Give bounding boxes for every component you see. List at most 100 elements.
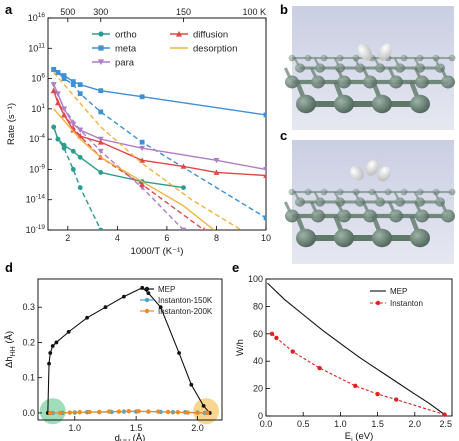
data-point-diffusion [55, 99, 61, 106]
carbon-atom [389, 75, 403, 89]
data-point-Instanton-200K [146, 409, 151, 414]
data-point-meta [139, 139, 145, 145]
legend-label-desorption: desorption [193, 44, 237, 55]
chart-d: 1.0 1.5 2.0 0.0 0.1 0.2 0.3 dHH (Å) ΔhHH (Å) MEP I… [4, 278, 223, 441]
legend-marker-diffusion [175, 30, 183, 37]
y-tick-label-a: 10-4 [29, 133, 45, 144]
data-point-MEP [66, 329, 71, 334]
legend-label-para: para [115, 58, 135, 69]
carbon-atom [320, 188, 328, 196]
data-point-meta [61, 73, 67, 78]
y-axis-label-a: Rate (s⁻¹) [6, 103, 17, 145]
data-point-meta [51, 67, 57, 72]
plot-frame-e [265, 278, 453, 417]
x-tick-label-a: 4 [115, 233, 120, 243]
legend-marker-MEP [144, 286, 150, 292]
panel-label-a: a [5, 2, 13, 17]
carbon-atom [315, 197, 325, 207]
graphene-lattice-c [283, 188, 456, 248]
legend-label-diffusion: diffusion [193, 30, 228, 41]
carbon-atom [315, 63, 325, 73]
carbon-atom [296, 94, 316, 114]
data-point-ortho [98, 227, 104, 230]
data-point-MEP [189, 382, 194, 387]
y-tick-label-a: 101 [31, 103, 45, 114]
carbon-atom [416, 188, 424, 196]
data-point-Instanton [274, 335, 279, 341]
carbon-atom [355, 63, 365, 73]
series-line-para [53, 84, 266, 171]
y-axis-label-e: W/h [235, 339, 246, 356]
data-point-para [77, 127, 84, 133]
carbon-atom [296, 228, 316, 248]
data-point-meta [61, 76, 67, 81]
data-point-ortho [70, 167, 76, 172]
series-line-desorption [53, 108, 215, 230]
carbon-atom [432, 188, 440, 196]
legend-marker-para [97, 59, 105, 66]
carbon-atom [334, 228, 354, 248]
x-tick-label-e: 1.5 [371, 419, 384, 429]
data-point-MEP [48, 351, 53, 355]
carbon-atom [336, 54, 344, 62]
carbon-atom [372, 228, 392, 248]
y-tick-label-d: 0.2 [22, 337, 35, 347]
legend-marker-meta [98, 45, 104, 51]
data-point-meta [139, 94, 145, 100]
carbon-atom [448, 54, 456, 62]
carbon-atom [441, 75, 455, 89]
hydrogen-atom [377, 166, 391, 182]
y-tick-label-d: 0.1 [22, 373, 35, 383]
y-tick-label-e: 60 [253, 329, 263, 339]
carbon-atom [311, 209, 325, 223]
data-point-meta [70, 82, 76, 88]
data-point-para [61, 106, 68, 112]
series-line-para [53, 84, 185, 230]
carbon-atom [355, 197, 365, 207]
data-point-meta [98, 109, 104, 115]
carbon-atom [372, 94, 392, 114]
data-point-Instanton-200K [116, 409, 122, 414]
x-axis-label-d: dHH (Å) [115, 433, 146, 441]
data-point-diffusion [213, 169, 220, 175]
data-point-Instanton [317, 365, 322, 371]
carbon-atom [352, 54, 360, 62]
data-point-Instanton-200K [77, 410, 82, 415]
data-point-MEP [103, 305, 108, 310]
x-tick-label-e: 2.5 [439, 419, 452, 429]
data-point-Instanton-200K [106, 409, 112, 414]
x-tick-label-d: 1.5 [130, 423, 143, 433]
series-line-desorption [53, 72, 242, 230]
legend-marker-Instanton-200K [144, 308, 150, 314]
carbon-atom [336, 188, 344, 196]
legend-label-Instanton-200K: Instanton-200K [158, 307, 213, 316]
carbon-atom [432, 54, 440, 62]
x-tick-label-a: 2 [65, 233, 70, 243]
x-tick-label-a: 10 [261, 233, 271, 243]
series-line-Instanton [271, 333, 445, 416]
data-point-diffusion [50, 87, 57, 94]
data-point-ortho [70, 148, 76, 154]
carbon-atom [441, 209, 455, 223]
data-point-Instanton-200K [156, 409, 161, 414]
data-point-Instanton [394, 397, 399, 402]
data-point-ortho [98, 170, 104, 175]
data-point-MEP [121, 294, 126, 299]
y-tick-label-e: 0 [258, 411, 263, 421]
data-point-MEP [47, 361, 51, 366]
data-point-para [180, 227, 187, 230]
x-tick-label-d: 2.0 [191, 423, 204, 433]
data-point-Instanton [353, 383, 358, 389]
data-point-diffusion [180, 163, 187, 169]
x-tick-label-e: 0.0 [260, 419, 273, 429]
carbon-atom [295, 197, 305, 207]
legend-label-meta: meta [115, 44, 137, 55]
series-line-ortho [53, 126, 184, 189]
y-tick-label-d: 0.0 [22, 408, 35, 418]
data-point-meta [98, 88, 104, 94]
hydrogen-atom [378, 43, 392, 61]
data-point-MEP [201, 404, 206, 408]
panel-label-b: b [280, 2, 288, 17]
data-point-Instanton-200K [67, 410, 73, 415]
chart-e: 0.0 0.5 1.0 1.5 2.0 2.5 0 20 40 60 80 100 Ei (eV) W/h… [235, 274, 453, 441]
